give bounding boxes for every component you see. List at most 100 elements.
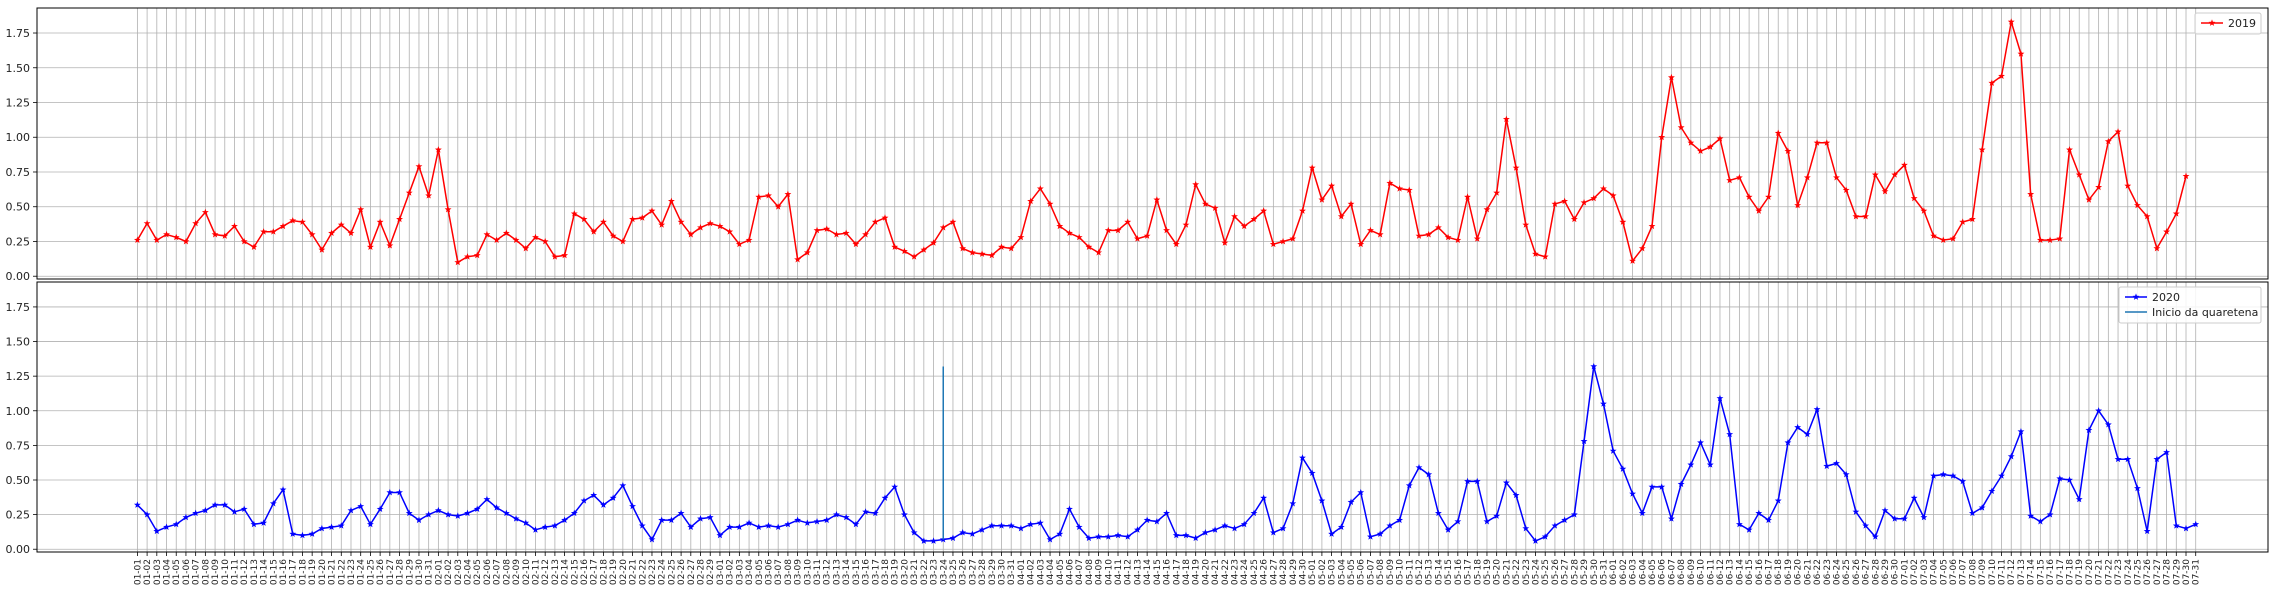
x-tick-label: 02-09: [512, 559, 522, 585]
data-point: [1541, 533, 1549, 540]
x-tick-label: 01-27: [386, 559, 396, 585]
data-point: [1833, 173, 1840, 181]
data-point: [532, 233, 539, 241]
data-point: [1745, 193, 1753, 200]
data-point: [143, 219, 151, 227]
x-tick-label: 05-18: [1473, 559, 1483, 585]
data-point: [813, 517, 821, 525]
data-point: [1104, 226, 1112, 234]
data-point: [784, 520, 792, 528]
x-tick-label: 02-04: [464, 559, 474, 585]
data-point: [609, 232, 617, 239]
x-tick-label: 02-28: [697, 559, 707, 585]
x-tick-label: 04-10: [1104, 559, 1114, 585]
x-tick-label: 04-12: [1124, 559, 1134, 585]
x-tick-label: 01-10: [221, 559, 231, 585]
data-point: [677, 509, 685, 517]
x-tick-label: 05-22: [1512, 559, 1522, 585]
y-tick-label: 1.75: [6, 27, 31, 40]
data-point: [1434, 509, 1442, 517]
data-point: [1444, 526, 1452, 533]
data-point: [1862, 522, 1870, 529]
data-point: [308, 230, 316, 238]
x-tick-label: 03-09: [794, 559, 804, 585]
data-point: [871, 509, 879, 517]
x-tick-label: 07-23: [2114, 559, 2124, 585]
x-tick-label: 01-15: [269, 559, 279, 585]
x-tick-label: 05-23: [1522, 559, 1532, 585]
data-point: [716, 222, 724, 230]
y-tick-label: 1.00: [6, 131, 31, 144]
data-point: [823, 516, 831, 524]
data-point: [774, 203, 782, 210]
x-tick-label: 06-24: [1832, 559, 1842, 585]
data-point: [182, 513, 190, 521]
data-point: [600, 501, 607, 508]
y-tick-label: 0.50: [6, 201, 31, 214]
x-tick-label: 07-30: [2182, 559, 2192, 585]
data-point: [881, 214, 889, 221]
data-point: [2066, 146, 2073, 153]
data-point: [434, 506, 442, 514]
data-point: [289, 217, 297, 224]
data-point: [1677, 123, 1685, 131]
data-point: [1823, 139, 1831, 146]
x-tick-label: 03-04: [745, 559, 755, 585]
data-point: [522, 244, 530, 252]
data-point: [774, 523, 782, 530]
data-point: [289, 530, 297, 537]
data-point: [755, 193, 763, 200]
data-point: [687, 523, 695, 530]
x-tick-label: 03-10: [803, 559, 813, 585]
x-tick-label: 01-05: [172, 559, 182, 585]
data-point: [2134, 484, 2141, 492]
data-point: [1192, 180, 1200, 188]
data-point: [1638, 509, 1646, 517]
data-point: [1687, 461, 1695, 468]
data-point: [978, 526, 986, 533]
data-point: [1609, 447, 1617, 454]
x-tick-label: 05-01: [1308, 559, 1318, 585]
data-point: [260, 228, 268, 235]
x-tick-label: 01-11: [230, 559, 240, 585]
x-tick-label: 07-21: [2095, 559, 2105, 585]
data-point: [1765, 516, 1772, 524]
data-point: [891, 243, 899, 250]
x-tick-label: 07-31: [2192, 559, 2202, 585]
data-point: [2095, 407, 2103, 414]
x-tick-label: 02-25: [667, 559, 677, 585]
x-tick-label: 05-07: [1366, 559, 1376, 585]
x-tick-label: 01-19: [308, 559, 318, 585]
x-tick-label: 02-08: [502, 559, 512, 585]
data-point: [318, 524, 326, 532]
data-point: [541, 237, 549, 245]
data-point: [512, 236, 520, 243]
data-point: [1250, 215, 1258, 223]
legend-label: 2019: [2228, 17, 2256, 30]
data-point: [1425, 470, 1433, 478]
data-point: [1755, 509, 1763, 517]
data-point: [172, 520, 180, 528]
data-point: [1075, 233, 1083, 241]
data-point: [1522, 524, 1530, 532]
data-point: [580, 215, 588, 223]
data-point: [2027, 512, 2035, 519]
data-point: [930, 239, 937, 246]
data-point: [231, 508, 238, 515]
x-tick-label: 06-10: [1697, 559, 1707, 585]
data-point: [1114, 226, 1122, 234]
data-point: [541, 523, 549, 530]
data-point: [163, 230, 170, 238]
data-point: [697, 515, 704, 522]
x-tick-label: 02-29: [706, 559, 716, 585]
data-point: [328, 229, 335, 237]
x-tick-label: 07-22: [2104, 559, 2114, 585]
data-point: [1124, 218, 1132, 225]
y-tick-label: 1.75: [6, 301, 31, 314]
x-tick-label: 03-08: [784, 559, 794, 585]
data-point: [1852, 212, 1860, 220]
x-tick-label: 05-24: [1532, 559, 1542, 585]
x-tick-label: 01-21: [328, 559, 338, 585]
x-tick-label: 03-06: [764, 559, 774, 585]
